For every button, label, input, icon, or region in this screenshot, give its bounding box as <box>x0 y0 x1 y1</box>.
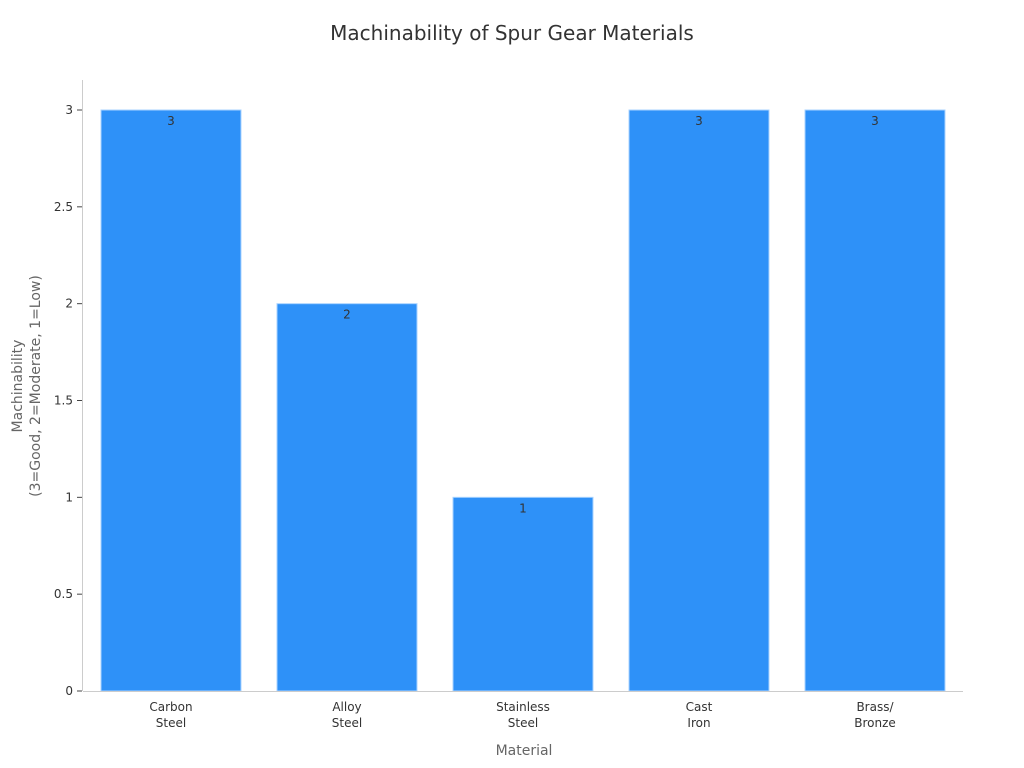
bars: 3 2 1 3 3 <box>100 109 946 692</box>
bar-data-label: 3 <box>695 114 703 128</box>
bar-data-label: 3 <box>167 114 175 128</box>
bar <box>452 496 594 692</box>
y-axis-ticks: 0 0.5 1 1.5 2 2.5 3 <box>54 103 82 698</box>
bar <box>276 303 418 692</box>
x-axis-label: Material <box>496 743 553 759</box>
y-tick-label: 0 <box>65 684 73 698</box>
x-tick-label: Cast Iron <box>686 700 713 730</box>
y-tick-label: 0.5 <box>54 587 73 601</box>
bar <box>628 109 770 692</box>
bar-data-label: 1 <box>519 501 527 515</box>
y-tick-label: 1.5 <box>54 394 73 408</box>
x-tick-label: Alloy Steel <box>332 700 362 730</box>
x-axis-ticks: Carbon Steel Alloy Steel Stainless Steel Cast I… <box>149 700 895 730</box>
y-tick-label: 2 <box>65 297 73 311</box>
x-tick-label: Stainless Steel <box>496 700 550 730</box>
bar-data-label: 2 <box>343 308 351 322</box>
x-tick-label: Carbon Steel <box>149 700 192 730</box>
y-tick-label: 3 <box>65 103 73 117</box>
y-tick-label: 1 <box>65 490 73 504</box>
bar <box>804 109 946 692</box>
y-axis-label: Machinability (3=Good, 2=Moderate, 1=Low) <box>10 275 44 497</box>
x-tick-label: Brass/Bronze <box>854 700 896 730</box>
bar <box>100 109 242 692</box>
chart-title: Machinability of Spur Gear Materials <box>330 21 694 45</box>
y-tick-label: 2.5 <box>54 200 73 214</box>
bar-data-label: 3 <box>871 114 879 128</box>
